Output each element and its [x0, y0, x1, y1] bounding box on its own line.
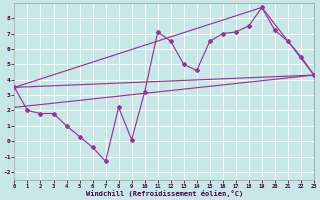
- X-axis label: Windchill (Refroidissement éolien,°C): Windchill (Refroidissement éolien,°C): [85, 190, 243, 197]
